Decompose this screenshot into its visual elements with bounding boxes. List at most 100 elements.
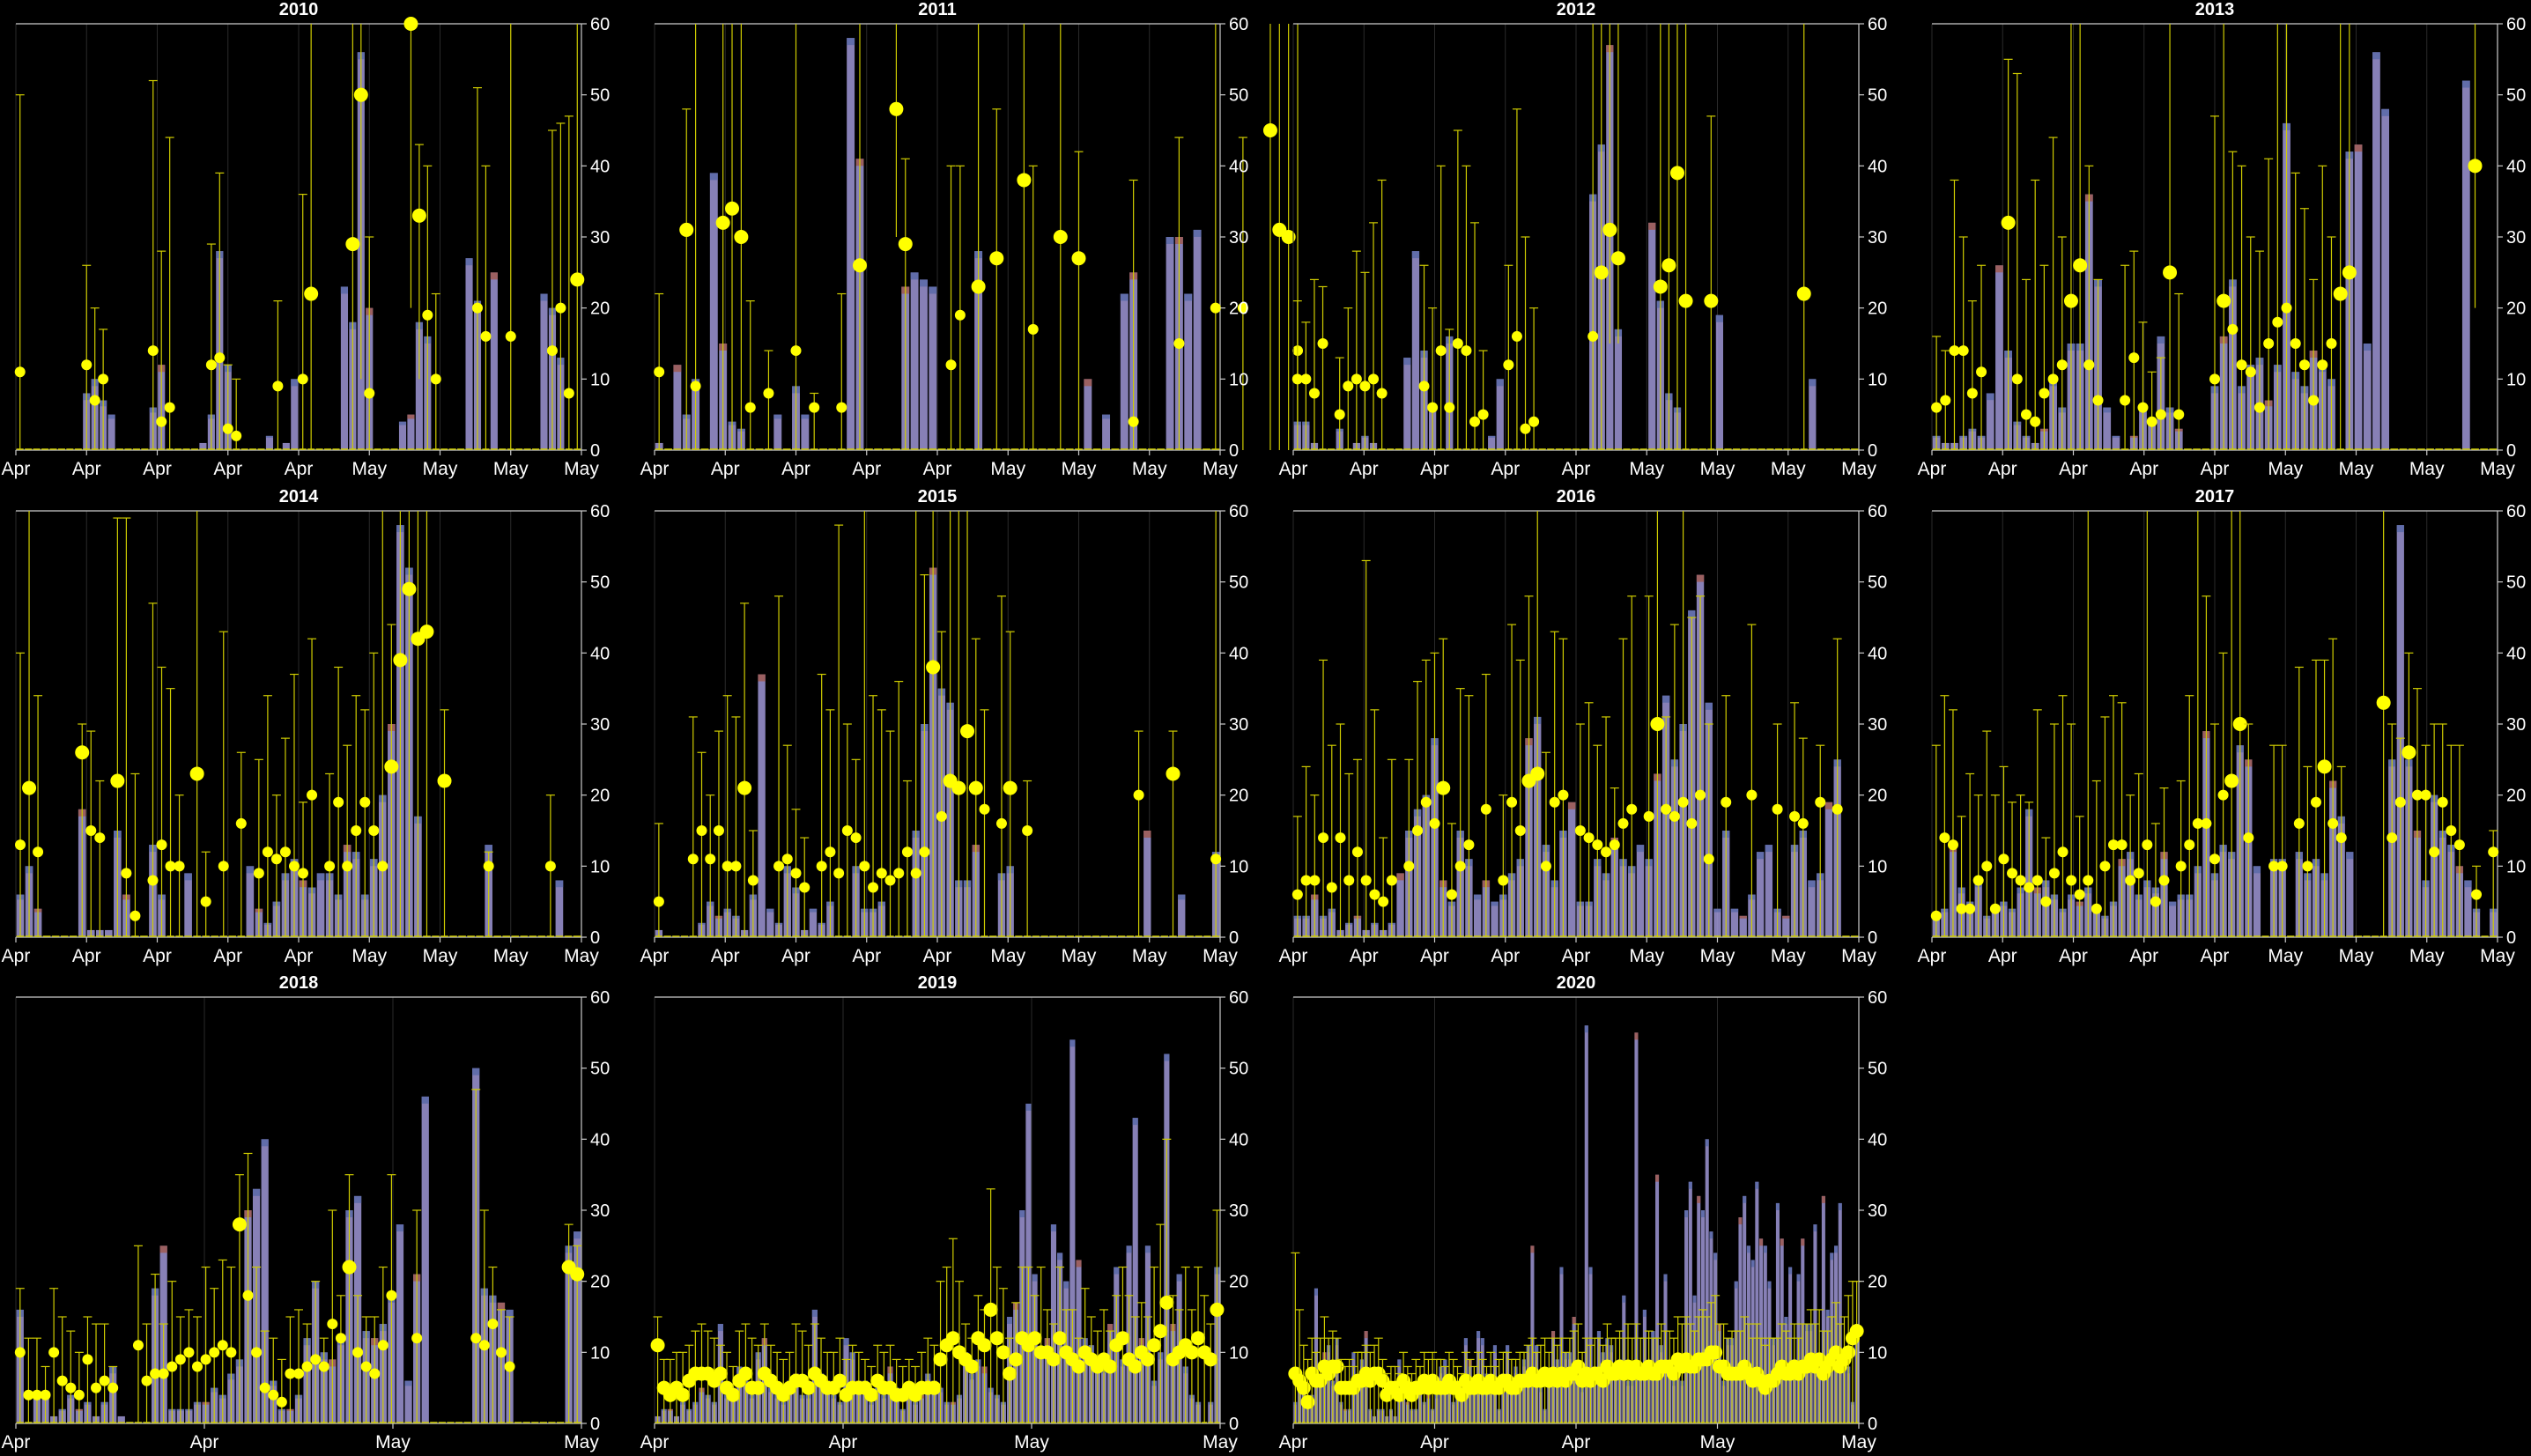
bar-cap — [1995, 265, 2003, 273]
bar-cap — [1496, 379, 1504, 387]
data-point — [293, 1368, 304, 1379]
y-tick-label: 10 — [1868, 1343, 1887, 1363]
data-point — [570, 272, 585, 287]
data-point — [232, 1217, 247, 1232]
y-tick-label: 10 — [1229, 857, 1248, 876]
data-point — [2011, 373, 2023, 385]
data-point — [279, 846, 291, 858]
data-point — [1931, 402, 1943, 413]
data-point — [989, 251, 1004, 266]
data-point — [164, 402, 175, 413]
bar-cap — [340, 286, 348, 294]
bar — [1838, 1202, 1842, 1423]
data-point — [82, 1354, 93, 1365]
bar — [1730, 908, 1739, 937]
bar-cap — [1713, 908, 1721, 913]
data-point — [2155, 409, 2166, 420]
bar — [265, 435, 274, 450]
data-point — [1369, 889, 1380, 900]
data-point — [971, 279, 986, 294]
data-point — [1514, 825, 1526, 836]
bar-cap — [1663, 1274, 1668, 1282]
data-point — [1930, 910, 1942, 921]
data-point — [121, 868, 132, 879]
data-point — [369, 1368, 381, 1379]
x-tick-label: Apr — [2201, 946, 2230, 966]
x-tick-label: Apr — [2201, 459, 2230, 479]
data-point — [2310, 796, 2321, 808]
x-tick-label: Apr — [781, 459, 810, 479]
bar-cap — [1813, 1224, 1817, 1232]
y-tick-label: 0 — [1868, 928, 1877, 948]
data-point — [14, 1347, 26, 1358]
bar-cap — [1767, 1281, 1772, 1289]
data-point — [1966, 388, 1978, 399]
data-point — [2387, 832, 2398, 844]
x-tick-label: May — [1841, 459, 1876, 479]
data-point — [1191, 1331, 1206, 1346]
data-point — [1677, 796, 1689, 808]
y-tick-label: 60 — [1229, 988, 1248, 1008]
y-tick-label: 20 — [1229, 787, 1248, 806]
data-point — [352, 1347, 364, 1358]
data-point — [1427, 402, 1439, 413]
y-tick-label: 0 — [1868, 1415, 1877, 1434]
y-tick-label: 40 — [2506, 644, 2526, 663]
bar-cap — [1750, 1260, 1755, 1268]
bar-cap — [1801, 1238, 1805, 1246]
data-point — [1461, 345, 1472, 357]
bar — [1986, 393, 1994, 450]
y-tick-label: 60 — [1229, 15, 1248, 34]
bar — [1396, 873, 1404, 937]
data-point — [218, 861, 229, 872]
data-point — [1300, 373, 1312, 385]
data-point — [1317, 338, 1328, 349]
y-tick-label: 10 — [2506, 857, 2526, 876]
chart-title: 2019 — [918, 973, 958, 993]
bar-cap — [1715, 314, 1724, 322]
data-point — [1601, 846, 1612, 858]
data-point — [217, 1340, 228, 1351]
y-tick-label: 20 — [1229, 299, 1248, 319]
data-point — [48, 1347, 60, 1358]
y-tick-label: 30 — [2506, 715, 2526, 735]
data-point — [2163, 265, 2178, 280]
data-point — [480, 330, 492, 342]
data-point — [2092, 395, 2104, 406]
data-point — [2146, 416, 2157, 427]
bar-cap — [1019, 1210, 1025, 1217]
bar — [2372, 52, 2380, 451]
bar-cap — [261, 1139, 269, 1147]
data-point — [1594, 265, 1609, 280]
bar-cap — [1824, 802, 1833, 809]
bar — [709, 173, 718, 450]
data-point — [2120, 395, 2131, 406]
bar — [1808, 880, 1816, 937]
bar-cap — [472, 1068, 480, 1075]
bar-cap — [1314, 1288, 1318, 1296]
bar-cap — [673, 365, 682, 373]
bar — [1496, 379, 1504, 450]
data-point — [270, 854, 282, 865]
bar — [1193, 229, 1202, 450]
x-tick-label: May — [1841, 946, 1876, 966]
bar-cap — [1809, 379, 1817, 387]
bar-cap — [1688, 1181, 1692, 1189]
data-point — [368, 825, 380, 836]
bar — [1739, 915, 1747, 937]
data-point — [563, 388, 574, 399]
data-point — [1412, 825, 1424, 836]
data-point — [384, 759, 399, 774]
data-point — [968, 780, 983, 795]
data-point — [85, 825, 97, 836]
data-point — [722, 861, 733, 872]
data-point — [1343, 381, 1354, 392]
y-tick-label: 30 — [1229, 1201, 1248, 1221]
bar-cap — [490, 272, 498, 280]
bar-cap — [1705, 702, 1713, 710]
data-point — [1300, 1394, 1315, 1409]
y-tick-label: 40 — [590, 644, 610, 663]
x-tick-label: May — [1771, 459, 1806, 479]
bar-cap — [1705, 1139, 1709, 1147]
data-point — [726, 1387, 741, 1402]
